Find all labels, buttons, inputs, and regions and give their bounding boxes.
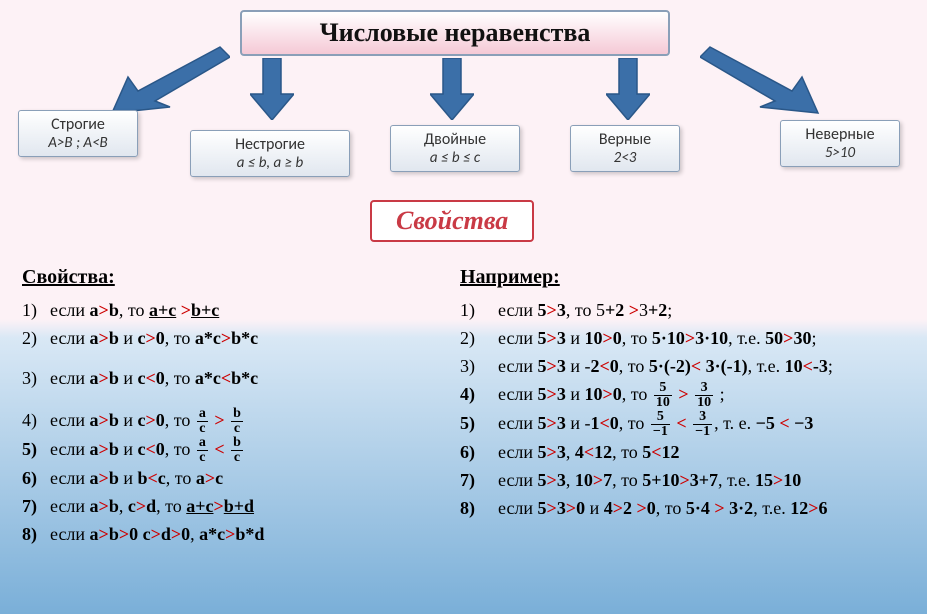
prop-7: 7) если a>b, c>d, то a+c>b+d [22,493,442,521]
arrow-to-false [700,45,820,115]
ex-8: 8) если 5>3>0 и 4>2 >0, то 5·4 > 3·2, т.… [460,495,910,523]
prop-6: 6) если a>b и b<c, то a>c [22,465,442,493]
cat-true-sub: 2<3 [581,149,669,167]
cat-strict-title: Строгие [29,115,127,134]
prop-5: 5) если a>b и c<0, то ac < bc [22,436,442,465]
ex-4: 4) если 5>3 и 10>0, то 510 > 310 ; [460,381,910,410]
cat-double-sub: a ≤ b ≤ c [401,149,509,167]
cat-true-title: Верные [581,130,669,149]
ex-3: 3) если 5>3 и -2<0, то 5·(-2)< 3·(-1), т… [460,353,910,381]
properties-header: Свойства: [22,262,442,293]
cat-strict: Строгие A>B ; A<B [18,110,138,157]
arrow-to-double [430,58,474,120]
cat-strict-sub: A>B ; A<B [29,134,127,152]
cat-false-sub: 5>10 [791,144,889,162]
examples-header: Например: [460,262,910,293]
prop-2: 2) если a>b и c>0, то a*c>b*c [22,325,442,353]
prop-3: 3) если a>b и c<0, то a*c<b*c [22,365,442,393]
ex-7: 7) если 5>3, 10>7, то 5+10>3+7, т.е. 15>… [460,467,910,495]
cat-nonstrict-title: Нестрогие [201,135,339,154]
cat-double-title: Двойные [401,130,509,149]
prop-1: 1) если a>b, то a+c >b+c [22,297,442,325]
cat-false-title: Неверные [791,125,889,144]
cat-false: Неверные 5>10 [780,120,900,167]
properties-title: Свойства [370,200,534,242]
cat-double: Двойные a ≤ b ≤ c [390,125,520,172]
cat-nonstrict-sub: a ≤ b, a ≥ b [201,154,339,172]
ex-5: 5) если 5>3 и -1<0, то 5−1 < 3−1, т. е. … [460,410,910,439]
arrow-to-nonstrict [250,58,294,120]
prop-4: 4) если a>b и c>0, то ac > bc [22,407,442,436]
prop-8: 8) если a>b>0 c>d>0, a*c>b*d [22,521,442,549]
ex-1: 1) если 5>3, то 5+2 >3+2; [460,297,910,325]
properties-list: Свойства: 1) если a>b, то a+c >b+c 2) ес… [22,262,442,549]
ex-2: 2) если 5>3 и 10>0, то 5·10>3·10, т.е. 5… [460,325,910,353]
ex-6: 6) если 5>3, 4<12, то 5<12 [460,439,910,467]
arrow-to-strict [110,45,230,115]
arrow-to-true [606,58,650,120]
cat-nonstrict: Нестрогие a ≤ b, a ≥ b [190,130,350,177]
main-title: Числовые неравенства [240,10,670,56]
examples-list: Например: 1) если 5>3, то 5+2 >3+2; 2) е… [460,262,910,523]
cat-true: Верные 2<3 [570,125,680,172]
